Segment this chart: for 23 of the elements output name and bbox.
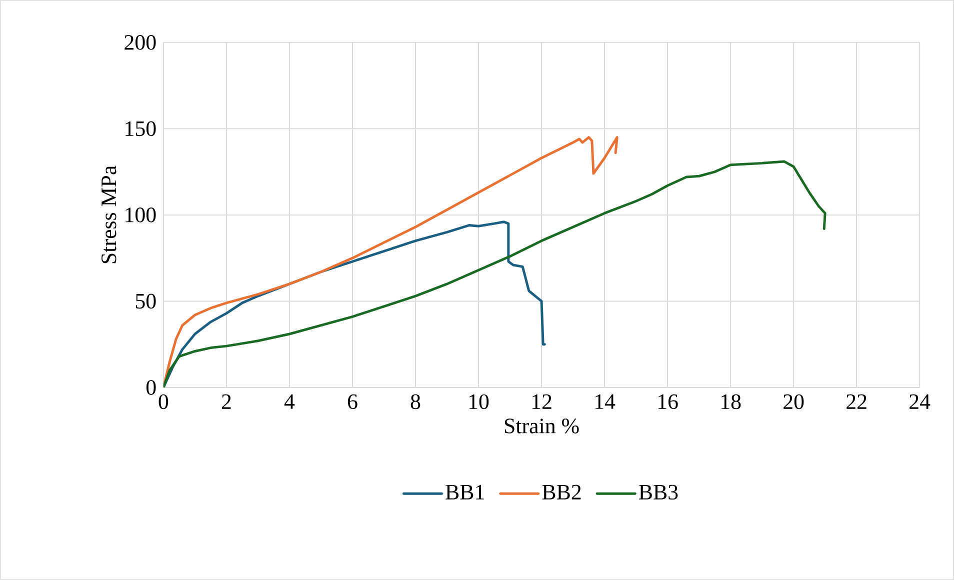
y-tick-label: 100 [126,208,156,222]
x-tick-label: 4 [284,394,295,409]
y-tick-label: 50 [136,294,156,309]
x-axis-title: Strain % [504,418,579,434]
y-tick-label: 0 [146,380,156,395]
x-tick-label: 2 [222,394,231,409]
x-tick-label: 20 [784,394,804,410]
x-tick-label: 6 [348,394,358,410]
x-tick-label: 16 [658,394,678,410]
x-tick-label: 18 [722,394,741,410]
legend-label: BB3 [638,484,678,500]
x-tick-label: 14 [595,394,616,409]
x-tick-label: 24 [910,394,930,409]
x-tick-label: 0 [158,394,168,410]
x-tick-label: 10 [469,394,489,410]
x-tick-label: 8 [410,394,420,410]
x-tick-label: 12 [532,394,552,409]
legend-label: BB2 [542,484,581,500]
y-tick-label: 150 [126,121,156,136]
legend-label: BB1 [446,484,484,500]
y-tick-label: 200 [124,35,156,50]
x-tick-label: 22 [846,394,866,409]
y-axis-title: Stress MPa [102,166,116,264]
